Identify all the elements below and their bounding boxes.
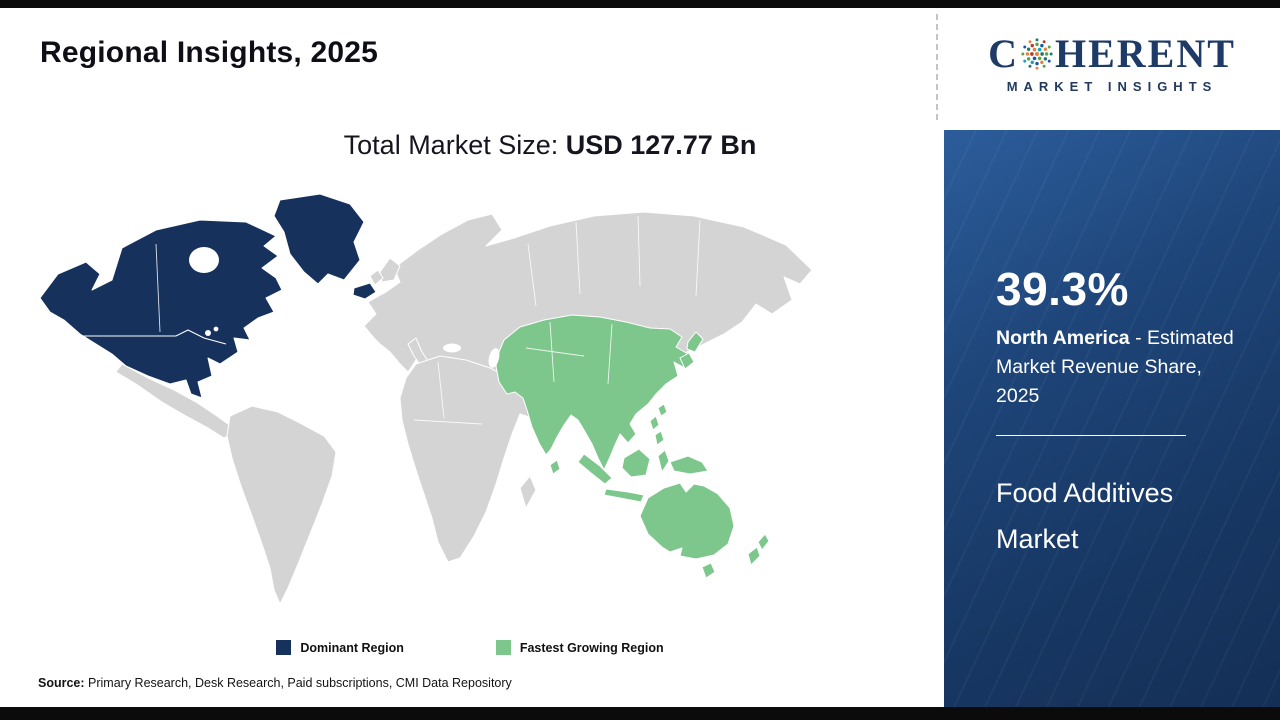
new-guinea bbox=[669, 455, 709, 475]
caspian-sea bbox=[488, 348, 500, 368]
borneo bbox=[621, 448, 651, 478]
dotted-globe-icon bbox=[1020, 36, 1054, 70]
page-title: Regional Insights, 2025 bbox=[40, 36, 379, 69]
iceland bbox=[352, 282, 377, 300]
greenland bbox=[273, 193, 365, 285]
region-name: North America bbox=[996, 327, 1130, 349]
bottom-border-bar bbox=[0, 707, 1280, 720]
north-america-region bbox=[39, 193, 377, 399]
legend-item-dominant: Dominant Region bbox=[276, 640, 404, 655]
asia-mainland bbox=[495, 314, 689, 471]
uk bbox=[379, 257, 401, 283]
madagascar bbox=[519, 475, 537, 509]
south-america bbox=[226, 405, 337, 605]
north-america-details bbox=[80, 247, 227, 345]
logo-area: C bbox=[944, 8, 1280, 130]
total-market-size: Total Market Size: USD 127.77 Bn bbox=[120, 130, 980, 161]
logo-tagline: MARKET INSIGHTS bbox=[1006, 79, 1218, 94]
world-map bbox=[28, 186, 888, 636]
ireland bbox=[369, 269, 384, 286]
main-content-area: Regional Insights, 2025 Total Market Siz… bbox=[0, 8, 935, 707]
market-name: Food Additives Market bbox=[996, 477, 1174, 555]
dominant-region-swatch bbox=[276, 640, 292, 655]
country-borders bbox=[155, 215, 701, 425]
taiwan bbox=[657, 403, 668, 417]
total-market-size-value: USD 127.77 Bn bbox=[565, 130, 757, 160]
sri-lanka bbox=[549, 459, 561, 475]
globe-dots bbox=[1021, 38, 1053, 70]
new-zealand-south bbox=[747, 546, 761, 566]
sumatra bbox=[577, 453, 613, 485]
japan-north bbox=[686, 331, 704, 353]
source-line: Source: Primary Research, Desk Research,… bbox=[38, 676, 512, 690]
sidebar-divider-line bbox=[996, 434, 1186, 436]
logo-wordmark: C bbox=[944, 32, 1280, 76]
highlight-sidebar: 39.3% North America - Estimated Market R… bbox=[944, 130, 1280, 707]
other-regions bbox=[115, 211, 813, 605]
japan-south bbox=[679, 352, 695, 370]
logo-dashed-divider bbox=[936, 14, 938, 120]
new-zealand-north bbox=[757, 533, 770, 551]
region-caption-rest: - Estimated Market Revenue Share, 2025 bbox=[996, 327, 1234, 407]
map-legend: Dominant Region Fastest Growing Region bbox=[20, 640, 920, 655]
dominant-region-label: Dominant Region bbox=[300, 640, 404, 655]
great-lake bbox=[205, 330, 211, 336]
hudson-bay bbox=[189, 247, 219, 273]
us-canada-border bbox=[80, 329, 227, 345]
great-lake bbox=[213, 326, 219, 332]
coherent-market-insights-logo: C bbox=[944, 32, 1280, 95]
logo-letters-herent: HERENT bbox=[1054, 31, 1236, 76]
source-label: Source: bbox=[38, 676, 85, 690]
top-border-bar bbox=[0, 0, 1280, 8]
australia bbox=[639, 482, 735, 560]
total-market-size-label: Total Market Size: bbox=[343, 130, 566, 160]
fastest-growing-region-swatch bbox=[495, 640, 511, 655]
tasmania bbox=[701, 562, 716, 579]
asia-pacific-region bbox=[495, 314, 770, 579]
java bbox=[603, 488, 645, 503]
inland-seas bbox=[443, 343, 500, 368]
sulawesi bbox=[657, 449, 670, 473]
market-share-value: 39.3% bbox=[996, 263, 1129, 315]
black-sea bbox=[443, 343, 461, 353]
philippines-north bbox=[649, 415, 660, 431]
world-map-svg bbox=[39, 193, 813, 605]
market-share-caption: North America - Estimated Market Revenue… bbox=[996, 324, 1246, 411]
legend-item-fastest-growing: Fastest Growing Region bbox=[495, 640, 664, 655]
north-america bbox=[39, 219, 283, 399]
fastest-growing-region-label: Fastest Growing Region bbox=[519, 640, 664, 655]
philippines-south bbox=[654, 430, 665, 446]
logo-letter-c: C bbox=[988, 31, 1019, 76]
source-text: Primary Research, Desk Research, Paid su… bbox=[84, 676, 512, 690]
